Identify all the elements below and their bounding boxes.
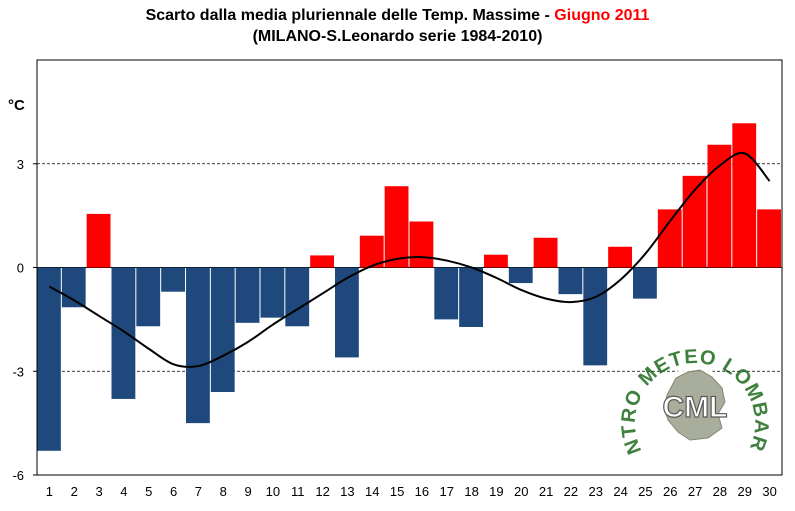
x-tick-label: 28 <box>713 484 727 499</box>
bar-day-23 <box>583 267 608 366</box>
x-tick-label: 29 <box>738 484 752 499</box>
bar-day-3 <box>86 213 111 268</box>
x-tick-label: 17 <box>440 484 454 499</box>
x-tick-label: 3 <box>95 484 102 499</box>
x-tick-label: 1 <box>46 484 53 499</box>
x-tick-label: 22 <box>564 484 578 499</box>
x-tick-label: 9 <box>244 484 251 499</box>
bar-day-16 <box>409 221 434 268</box>
bar-day-13 <box>335 267 359 358</box>
watermark-center-text: CML <box>663 391 728 424</box>
bar-day-28 <box>707 144 732 268</box>
x-tick-label: 5 <box>145 484 152 499</box>
x-tick-label: 30 <box>762 484 776 499</box>
bar-day-9 <box>235 267 260 323</box>
x-tick-label: 27 <box>688 484 702 499</box>
bar-day-8 <box>210 267 235 392</box>
x-tick-label: 6 <box>170 484 177 499</box>
bar-day-24 <box>608 246 632 268</box>
bar-day-29 <box>732 123 757 268</box>
chart-title-main: Scarto dalla media pluriennale delle Tem… <box>145 7 555 24</box>
y-axis-label: °C <box>8 97 25 114</box>
x-tick-label: 23 <box>589 484 603 499</box>
x-tick-label: 8 <box>220 484 227 499</box>
x-tick-label: 15 <box>390 484 404 499</box>
x-tick-label: 20 <box>514 484 528 499</box>
bar-day-14 <box>359 235 384 268</box>
bar-day-15 <box>384 186 409 268</box>
bar-day-5 <box>136 267 161 327</box>
y-tick-label: 3 <box>17 157 24 172</box>
y-tick-label: -6 <box>12 468 24 483</box>
bar-day-30 <box>757 209 781 268</box>
x-tick-label: 24 <box>613 484 627 499</box>
bar-day-2 <box>61 267 86 308</box>
bar-day-4 <box>111 267 136 399</box>
y-tick-label: 0 <box>17 261 24 276</box>
x-tick-label: 7 <box>195 484 202 499</box>
axis-layer: 30-3-6°C1 2 3 4 5 6 7 8 9 10 11 12 13 14 15 16 17 18 19 20 2… <box>8 59 783 499</box>
x-tick-label: 11 <box>291 484 305 499</box>
trend-line <box>48 151 771 368</box>
bar-day-25 <box>633 267 657 299</box>
bar-day-17 <box>434 267 459 320</box>
x-tick-label: 14 <box>365 484 379 499</box>
x-tick-label: 21 <box>539 484 553 499</box>
chart-title: Scarto dalla media pluriennale delle Tem… <box>0 7 795 25</box>
x-tick-label: 18 <box>464 484 478 499</box>
bar-day-11 <box>285 267 310 327</box>
chart-title-highlight: Giugno 2011 <box>554 7 650 24</box>
x-tick-label: 25 <box>638 484 652 499</box>
x-tick-label: 26 <box>663 484 677 499</box>
bar-day-1 <box>37 267 61 451</box>
bar-day-21 <box>533 237 558 268</box>
bar-day-19 <box>484 254 508 268</box>
chart-subtitle: (MILANO-S.Leonardo serie 1984-2010) <box>252 28 543 45</box>
bar-day-10 <box>260 267 285 318</box>
bar-day-6 <box>161 267 185 292</box>
bar-day-20 <box>508 267 533 284</box>
x-tick-label: 13 <box>340 484 354 499</box>
bar-day-18 <box>459 267 483 327</box>
x-tick-label: 16 <box>415 484 429 499</box>
x-tick-label: 19 <box>489 484 503 499</box>
x-tick-label: 12 <box>315 484 329 499</box>
y-tick-label: -3 <box>12 364 24 379</box>
bar-day-26 <box>657 209 682 268</box>
bars-layer <box>37 123 781 451</box>
bar-day-7 <box>186 267 210 424</box>
x-tick-label: 4 <box>120 484 127 499</box>
trend-layer <box>48 151 771 368</box>
x-tick-label: 10 <box>266 484 280 499</box>
x-tick-label: 2 <box>71 484 78 499</box>
bar-day-12 <box>310 255 334 268</box>
bar-day-22 <box>558 267 583 295</box>
watermark-region-shape <box>663 369 726 441</box>
